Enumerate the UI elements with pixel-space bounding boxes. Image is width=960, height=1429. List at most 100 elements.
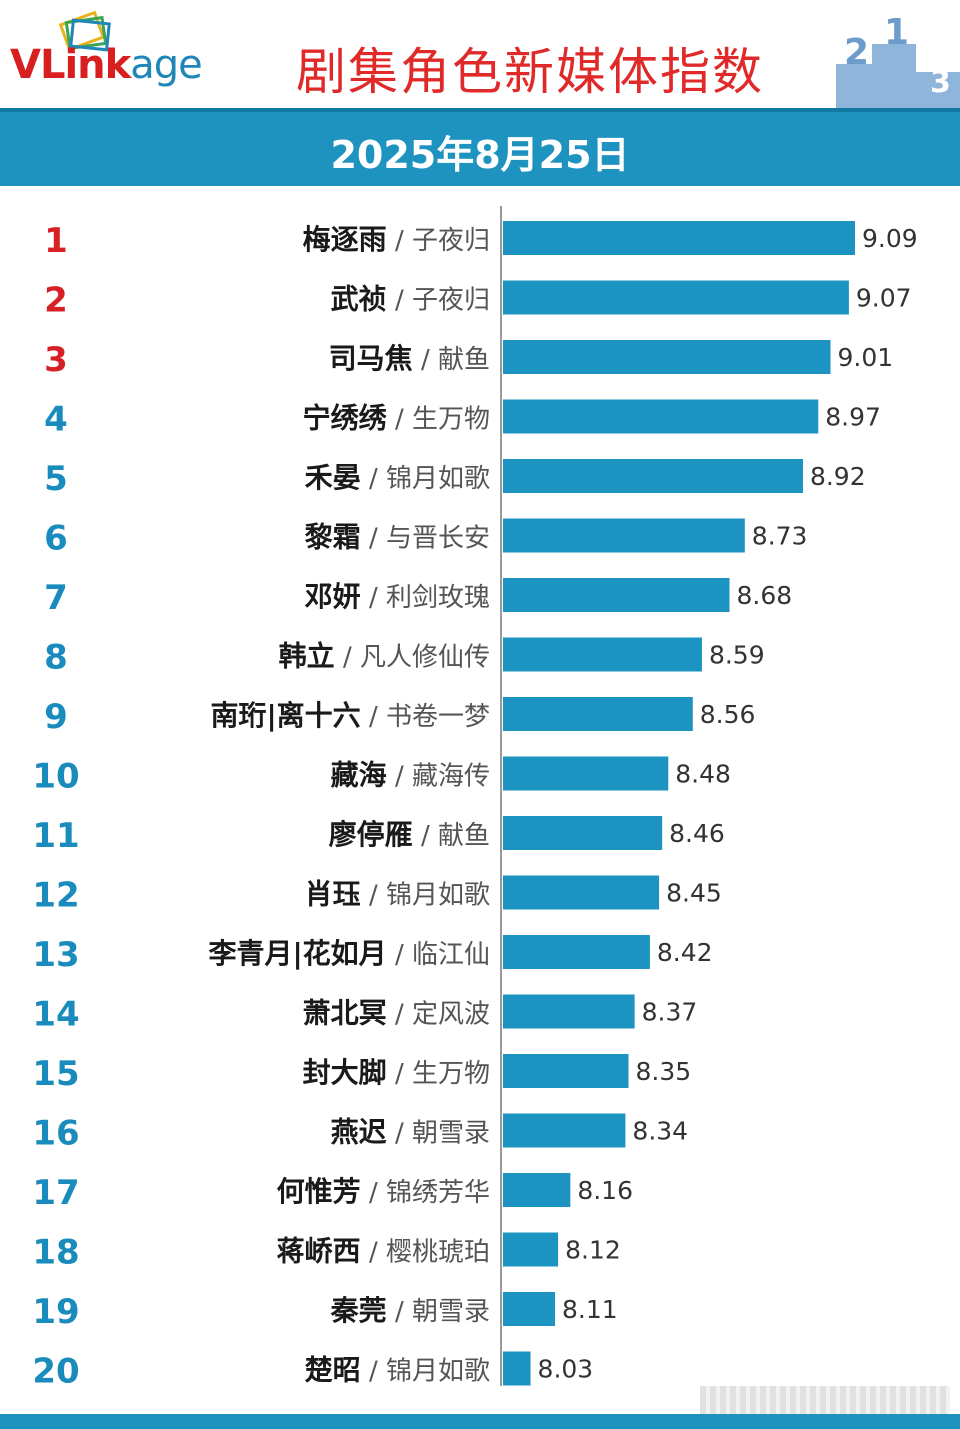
value-label: 8.48 <box>675 760 731 789</box>
label-separator: / <box>387 762 412 792</box>
rank-number: 13 <box>32 935 79 975</box>
character-name: 蒋峤西 <box>277 1235 361 1268</box>
label-separator: / <box>361 1178 386 1208</box>
bar <box>503 399 819 434</box>
drama-name: 利剑玫瑰 <box>386 583 490 613</box>
logo-wordmark: VLinkage <box>10 42 203 88</box>
character-name: 楚昭 <box>305 1354 361 1387</box>
value-label: 8.68 <box>737 581 793 610</box>
category-label: 楚昭 / 锦月如歌 <box>305 1354 490 1387</box>
value-label: 8.73 <box>752 522 808 551</box>
bar <box>503 697 693 731</box>
drama-name: 献鱼 <box>438 345 490 375</box>
ranking-bar-chart: 1 梅逐雨 / 子夜归 9.09 2 武祯 / 子夜归 9.07 3 司马焦 / 献鱼 9.01… <box>32 206 918 1392</box>
value-label: 8.59 <box>709 641 765 670</box>
rank-number: 18 <box>32 1233 79 1273</box>
bar <box>503 1113 626 1148</box>
podium-icon: 2 1 3 <box>836 14 960 108</box>
bar <box>503 935 650 969</box>
value-label: 8.97 <box>825 403 881 432</box>
drama-name: 生万物 <box>412 1059 490 1089</box>
value-label: 8.03 <box>538 1355 594 1384</box>
character-name: 司马焦 <box>329 342 413 375</box>
label-separator: / <box>387 226 412 256</box>
category-label: 燕迟 / 朝雪录 <box>331 1116 490 1149</box>
drama-name: 锦绣芳华 <box>386 1178 490 1208</box>
value-label: 8.12 <box>565 1236 621 1265</box>
value-label: 9.01 <box>838 343 894 372</box>
bar <box>503 518 745 553</box>
character-name: 廖停雁 <box>329 818 413 851</box>
label-separator: / <box>413 345 438 375</box>
character-name: 武祯 <box>331 283 387 316</box>
category-label: 何惟芳 / 锦绣芳华 <box>277 1175 490 1208</box>
drama-name: 子夜归 <box>412 226 490 256</box>
label-separator: / <box>387 1119 412 1149</box>
rank-number: 15 <box>32 1054 79 1094</box>
character-name: 肖珏 <box>305 878 361 911</box>
bar <box>503 816 663 850</box>
value-label: 8.35 <box>635 1057 691 1086</box>
label-separator: / <box>361 524 386 554</box>
rank-number: 14 <box>32 995 79 1035</box>
bar <box>503 221 855 255</box>
watermark <box>700 1386 950 1414</box>
value-label: 8.42 <box>657 938 713 967</box>
category-label: 邓妍 / 利剑玫瑰 <box>305 580 490 613</box>
rank-number: 16 <box>32 1114 79 1154</box>
category-label: 武祯 / 子夜归 <box>331 283 490 316</box>
drama-name: 朝雪录 <box>412 1119 490 1149</box>
podium-number-3: 3 <box>930 65 951 100</box>
drama-name: 锦月如歌 <box>386 881 490 911</box>
logo-text-main: VLink <box>10 42 131 88</box>
bar <box>503 1292 556 1326</box>
category-label: 蒋峤西 / 樱桃琥珀 <box>277 1235 490 1268</box>
rank-number: 9 <box>44 697 68 737</box>
drama-name: 锦月如歌 <box>386 1357 490 1387</box>
bar <box>503 459 803 493</box>
bar <box>503 280 849 315</box>
label-separator: / <box>387 1297 412 1327</box>
drama-name: 书卷一梦 <box>386 702 490 732</box>
value-label: 8.46 <box>669 819 725 848</box>
label-separator: / <box>361 702 386 732</box>
category-label: 秦莞 / 朝雪录 <box>330 1294 490 1327</box>
category-label: 司马焦 / 献鱼 <box>329 342 490 375</box>
drama-name: 锦月如歌 <box>386 464 490 494</box>
character-name: 秦莞 <box>330 1294 387 1327</box>
bar <box>503 994 635 1029</box>
podium-number-2: 2 <box>844 32 869 73</box>
label-separator: / <box>387 1000 412 1030</box>
bar <box>503 1351 531 1386</box>
rank-number: 20 <box>32 1352 79 1392</box>
rank-number: 17 <box>32 1173 79 1213</box>
drama-name: 子夜归 <box>412 286 490 316</box>
date-band <box>0 108 960 186</box>
page-title: 剧集角色新媒体指数 <box>296 43 764 101</box>
bar <box>503 875 660 910</box>
character-name: 李青月|花如月 <box>208 937 386 970</box>
label-separator: / <box>361 1357 386 1387</box>
drama-name: 朝雪录 <box>412 1297 490 1327</box>
category-label: 藏海 / 藏海传 <box>331 759 490 792</box>
value-label: 9.07 <box>856 284 912 313</box>
category-label: 廖停雁 / 献鱼 <box>329 818 490 851</box>
chart-rows: 1 梅逐雨 / 子夜归 9.09 2 武祯 / 子夜归 9.07 3 司马焦 / 献鱼 9.01… <box>32 221 918 1392</box>
category-label: 肖珏 / 锦月如歌 <box>305 878 490 911</box>
rank-number: 19 <box>32 1292 79 1332</box>
character-name: 封大脚 <box>303 1056 387 1089</box>
category-label: 李青月|花如月 / 临江仙 <box>208 937 490 970</box>
value-label: 8.45 <box>666 879 722 908</box>
rank-number: 11 <box>32 816 79 856</box>
label-separator: / <box>335 643 360 673</box>
bar <box>503 756 669 791</box>
rank-number: 10 <box>32 757 79 797</box>
rank-number: 6 <box>44 519 68 559</box>
character-name: 邓妍 <box>305 580 361 613</box>
rank-number: 1 <box>44 221 68 261</box>
bar <box>503 637 702 672</box>
rank-number: 5 <box>44 459 68 499</box>
character-name: 禾晏 <box>305 461 361 494</box>
label-separator: / <box>387 405 412 435</box>
rank-number: 12 <box>32 876 79 916</box>
